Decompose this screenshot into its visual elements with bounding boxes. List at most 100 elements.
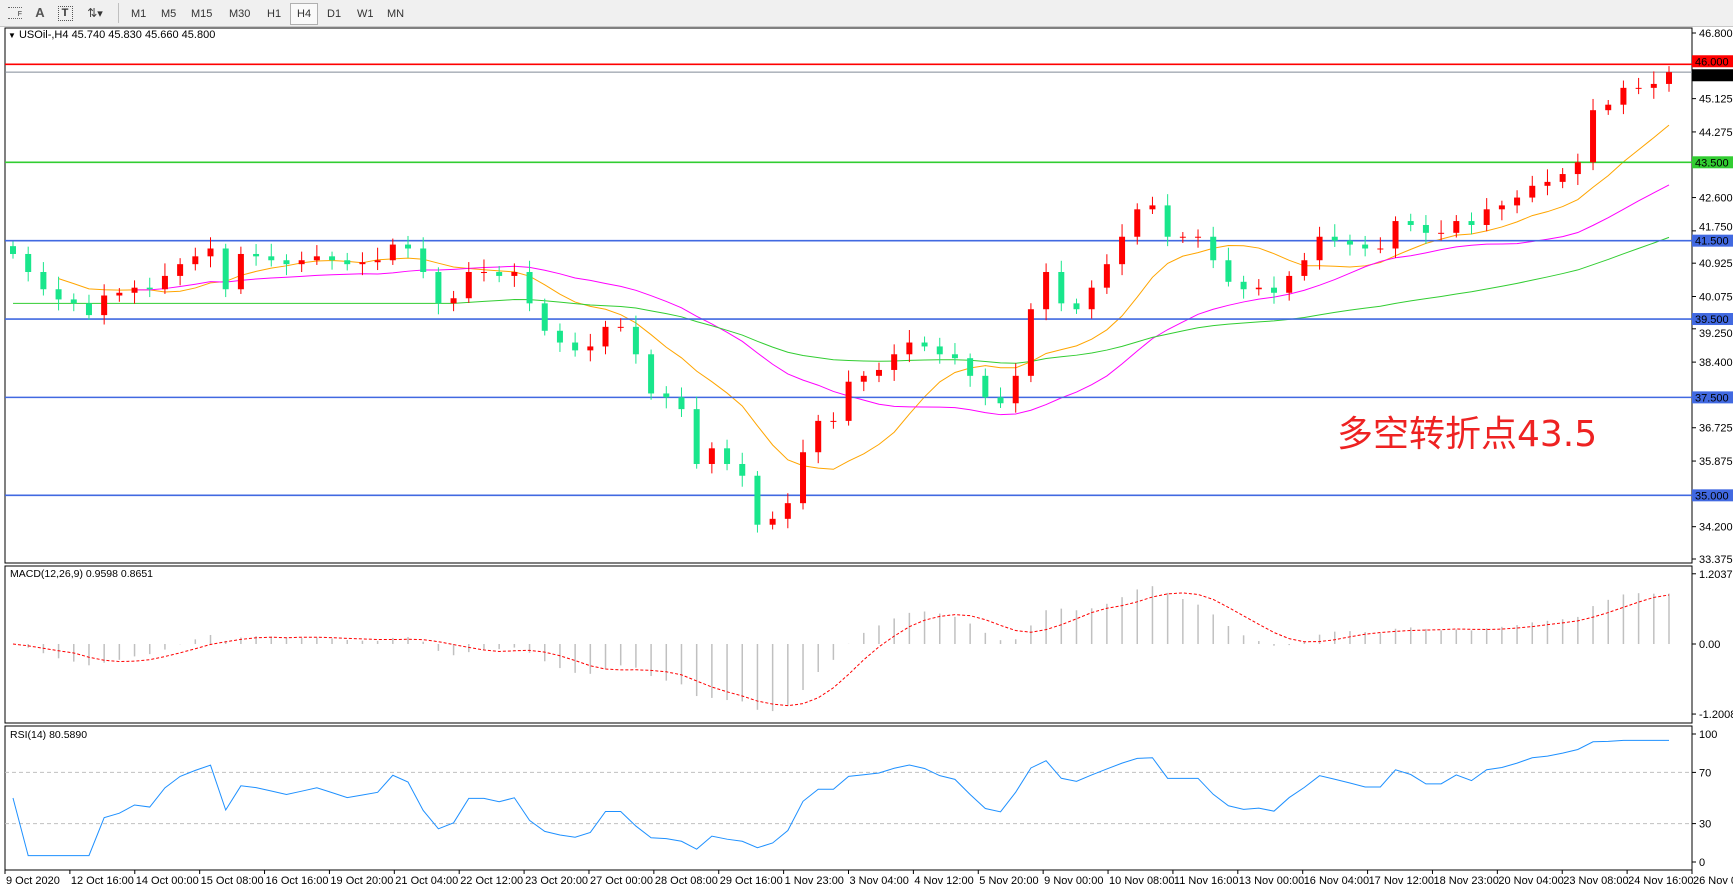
candle-body xyxy=(587,346,594,351)
candle-body xyxy=(1346,240,1353,245)
time-tick-label: 16 Nov 04:00 xyxy=(1304,875,1369,887)
timeframe-m15[interactable]: M15 xyxy=(191,8,213,20)
candle-body xyxy=(161,275,168,290)
timeframe-m5[interactable]: M5 xyxy=(161,8,177,20)
candle-body xyxy=(450,298,457,304)
candle-body xyxy=(997,397,1004,404)
candle-body xyxy=(678,397,685,410)
dotted-grid-icon[interactable]: F xyxy=(4,3,26,23)
candle-body xyxy=(663,393,670,398)
candle-body xyxy=(55,289,62,300)
text-box-icon[interactable]: T xyxy=(55,3,75,23)
candle-body xyxy=(25,253,32,273)
level-label-bg xyxy=(1692,234,1733,247)
text-a-icon[interactable]: A xyxy=(35,5,45,20)
rsi-tick-label: 0 xyxy=(1699,857,1705,869)
candle-body xyxy=(1179,236,1186,238)
candle-body xyxy=(1149,205,1156,210)
price-tick-label: 35.875 xyxy=(1699,456,1733,468)
level-label-bg xyxy=(1692,391,1733,404)
chart-annotation[interactable]: 多空转折点43.5 xyxy=(1337,414,1598,455)
candle-body xyxy=(480,272,487,274)
time-tick-label: 23 Nov 08:00 xyxy=(1563,875,1628,887)
candle-body xyxy=(693,409,700,464)
time-tick-label: 24 Nov 16:00 xyxy=(1628,875,1693,887)
timeframe-mn[interactable]: MN xyxy=(387,8,405,20)
candle-body xyxy=(1574,162,1581,175)
macd-signal-line xyxy=(12,592,1670,707)
price-tick-label: 38.400 xyxy=(1699,357,1733,369)
candle-body xyxy=(1635,87,1642,89)
time-tick-label: 18 Nov 23:00 xyxy=(1433,875,1498,887)
candle-body xyxy=(526,272,533,304)
time-tick-label: 19 Oct 20:00 xyxy=(330,875,393,887)
candle-body xyxy=(1620,87,1627,105)
moving-average-slow xyxy=(13,236,1670,364)
candle-body xyxy=(1666,72,1672,84)
collapse-triangle-icon[interactable]: ▼ xyxy=(8,31,16,40)
candle-body xyxy=(1559,174,1566,182)
price-tick-label: 40.075 xyxy=(1699,291,1733,303)
candle-body xyxy=(1544,181,1551,186)
level-label: 35.000 xyxy=(1695,490,1729,502)
time-tick-label: 26 Nov 00:00 xyxy=(1693,875,1733,887)
candle-body xyxy=(1012,375,1019,404)
level-label-bg xyxy=(1692,313,1733,326)
time-tick-label: 10 Nov 08:00 xyxy=(1109,875,1174,887)
candle-body xyxy=(1422,224,1429,233)
level-label: 43.500 xyxy=(1695,157,1729,169)
price-tick-label: 36.725 xyxy=(1699,423,1733,435)
candle-body xyxy=(222,248,229,290)
candle-body xyxy=(1362,244,1369,249)
timeframe-h4[interactable]: H4 xyxy=(290,3,319,25)
time-tick-label: 4 Nov 12:00 xyxy=(914,875,973,887)
candle-body xyxy=(648,354,655,394)
candle-body xyxy=(313,256,320,261)
time-tick-label: 11 Nov 16:00 xyxy=(1174,875,1239,887)
candle-body xyxy=(359,262,366,265)
candle-body xyxy=(253,253,260,257)
candle-body xyxy=(1164,205,1171,237)
arrows-dropdown-icon[interactable]: ⇅▾ xyxy=(87,6,103,20)
candle-body xyxy=(1103,264,1110,288)
chart-header: ▼ USOil-,H4 45.740 45.830 45.660 45.800 xyxy=(8,29,215,41)
candle-body xyxy=(70,299,77,304)
price-tick-label: 34.200 xyxy=(1699,522,1733,534)
candle-body xyxy=(283,260,290,265)
time-tick-label: 3 Nov 04:00 xyxy=(850,875,909,887)
rsi-line xyxy=(12,739,1669,857)
timeframe-d1[interactable]: D1 xyxy=(327,8,342,20)
level-label: 41.500 xyxy=(1695,236,1729,248)
ohlc-values: 45.740 45.830 45.660 45.800 xyxy=(71,29,216,41)
time-tick-label: 17 Nov 12:00 xyxy=(1369,875,1434,887)
timeframe-m30[interactable]: M30 xyxy=(229,8,251,20)
candle-body xyxy=(405,244,412,249)
candle-body xyxy=(1498,205,1505,210)
candle-body xyxy=(1316,236,1323,261)
candle-body xyxy=(1605,104,1612,111)
symbol-label: USOil-,H4 xyxy=(18,29,69,41)
candle-body xyxy=(85,303,92,316)
time-tick-label: 23 Oct 20:00 xyxy=(525,875,588,887)
candle-body xyxy=(1255,287,1262,290)
chart-canvas[interactable]: 46.800 45.125 44.275 42.600 41.750 40.925 40.0… xyxy=(0,27,1733,892)
candle-body xyxy=(329,256,336,261)
candle-body xyxy=(967,358,974,376)
time-tick-label: 14 Oct 00:00 xyxy=(136,875,199,887)
toolbar-separator xyxy=(118,3,119,23)
time-tick-label: 9 Oct 2020 xyxy=(6,875,60,887)
timeframe-m1[interactable]: M1 xyxy=(131,8,147,20)
macd-tick-label: 0.00 xyxy=(1699,639,1720,651)
moving-average-fast xyxy=(58,124,1670,470)
candle-body xyxy=(1590,110,1597,163)
candle-body xyxy=(131,287,138,293)
level-label-bg xyxy=(1692,55,1733,68)
chart-window[interactable]: 46.800 45.125 44.275 42.600 41.750 40.925 40.0… xyxy=(0,27,1733,892)
candle-body xyxy=(1225,260,1232,282)
rsi-tick-label: 100 xyxy=(1699,729,1717,741)
timeframe-w1[interactable]: W1 xyxy=(357,8,374,20)
candle-body xyxy=(936,346,943,355)
candle-body xyxy=(268,256,275,261)
candle-body xyxy=(951,354,958,359)
timeframe-h1[interactable]: H1 xyxy=(267,8,282,20)
